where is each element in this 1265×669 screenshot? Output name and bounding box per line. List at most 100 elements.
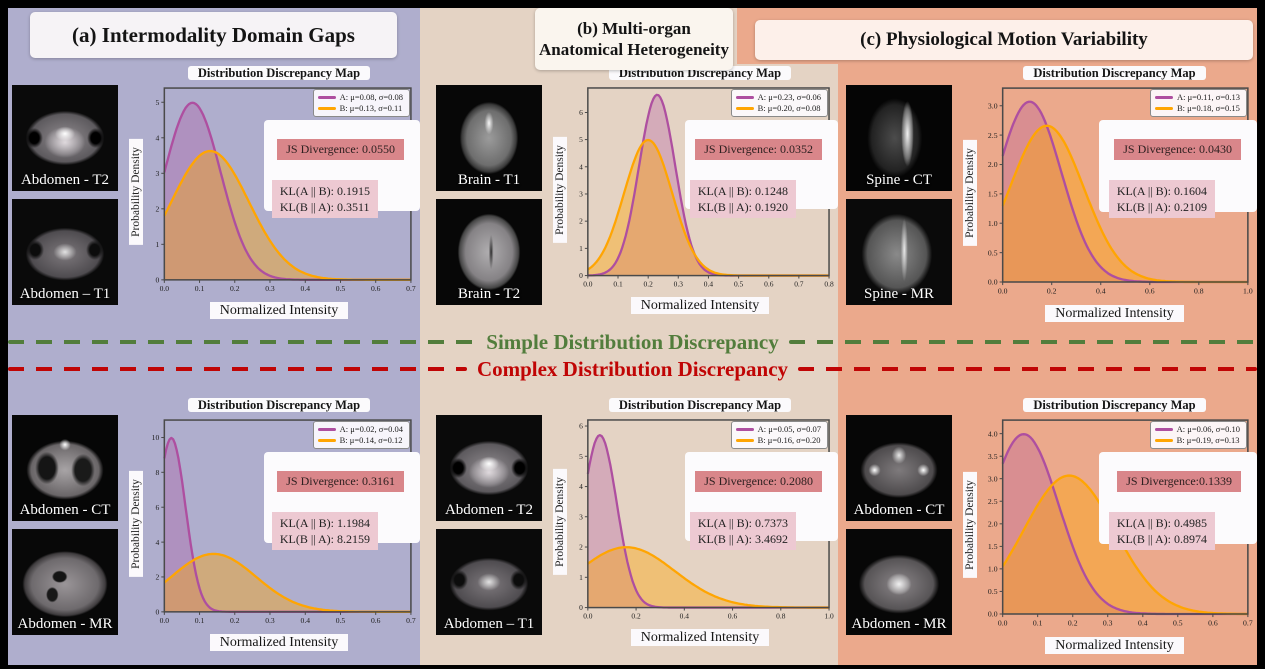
panel-c-top-images: Spine - CT Spine - MR — [846, 85, 952, 330]
plot-area: 0.0 0.1 0.2 0.3 0.4 0.5 0.6 0.7 0 1 2 3 4 5 Probabili… — [129, 84, 420, 300]
svg-text:0: 0 — [579, 271, 583, 280]
chart-title: Distribution Discrepancy Map — [142, 66, 416, 82]
simple-discrepancy-divider: Simple Distribution Discrepancy — [8, 329, 1257, 355]
series-a-swatch — [317, 428, 336, 431]
svg-text:0.2: 0.2 — [230, 616, 240, 625]
kl-ab-value: KL(A || B): 0.4985 — [1116, 516, 1207, 530]
image-label: Abdomen - T2 — [20, 172, 110, 188]
panel-a-bottom-images: Abdomen - CT Abdomen - MR — [12, 415, 118, 662]
svg-text:4: 4 — [579, 482, 583, 491]
chart-a-top: Distribution Discrepancy Map 0.0 0.1 0.2 0.… — [126, 66, 420, 330]
svg-text:0.7: 0.7 — [794, 279, 804, 288]
series-a-legend-label: A: μ=0.11, σ=0.13 — [1176, 92, 1240, 102]
medical-image-tile: Abdomen – T1 — [12, 199, 118, 305]
svg-text:4: 4 — [579, 162, 583, 171]
svg-text:2.5: 2.5 — [988, 131, 998, 140]
svg-text:2: 2 — [155, 204, 159, 213]
x-axis-label-row: Normalized Intensity — [566, 296, 834, 315]
svg-text:1: 1 — [155, 240, 159, 249]
image-label: Abdomen - CT — [853, 502, 945, 518]
kl-ab-value: KL(A || B): 0.1248 — [697, 184, 788, 198]
legend: A: μ=0.11, σ=0.13 B: μ=0.18, σ=0.15 — [1149, 89, 1247, 117]
panel-c-bottom-images: Abdomen - CT Abdomen - MR — [846, 415, 952, 662]
medical-image-tile: Brain - T1 — [436, 85, 542, 191]
series-a-swatch — [1154, 428, 1173, 431]
svg-text:0: 0 — [155, 607, 159, 616]
svg-text:0.1: 0.1 — [1033, 618, 1043, 627]
medical-image-tile: Abdomen - T2 — [12, 85, 118, 191]
svg-text:0.6: 0.6 — [764, 279, 774, 288]
svg-text:0.0: 0.0 — [998, 618, 1008, 627]
svg-text:5: 5 — [155, 98, 159, 107]
series-b-swatch — [1154, 439, 1173, 442]
svg-text:5: 5 — [579, 452, 583, 461]
red-dashed-line — [8, 367, 467, 371]
plot-area: 0.0 0.1 0.2 0.3 0.4 0.5 0.6 0.7 0.8 0 1 2 3 4 5 6 Proba… — [553, 84, 838, 295]
kl-divergence-badge: KL(A || B): 0.7373 KL(B || A): 3.4692 — [689, 512, 796, 550]
svg-text:0.1: 0.1 — [195, 284, 205, 293]
image-label: Brain - T1 — [457, 172, 521, 188]
svg-text:0.6: 0.6 — [1208, 618, 1218, 627]
svg-text:6: 6 — [579, 108, 583, 117]
svg-text:0.7: 0.7 — [406, 284, 416, 293]
svg-text:3.0: 3.0 — [988, 101, 998, 110]
medical-image-tile: Abdomen – T1 — [436, 529, 542, 635]
svg-text:3: 3 — [579, 190, 583, 199]
svg-text:0: 0 — [155, 275, 159, 284]
chart-b-bottom: Distribution Discrepancy Map 0.0 0.2 0.4 0.… — [550, 398, 838, 662]
svg-text:0.6: 0.6 — [371, 616, 381, 625]
series-b-swatch — [735, 439, 754, 442]
svg-text:1.0: 1.0 — [988, 565, 998, 574]
svg-text:0.5: 0.5 — [1173, 618, 1183, 627]
legend-entry-b: B: μ=0.18, σ=0.15 — [1154, 103, 1240, 114]
js-divergence-badge: JS Divergence: 0.0352 — [695, 139, 822, 160]
chart-title: Distribution Discrepancy Map — [566, 398, 834, 414]
svg-text:0.3: 0.3 — [265, 284, 275, 293]
legend-entry-a: A: μ=0.23, σ=0.06 — [735, 92, 821, 103]
svg-text:0.1: 0.1 — [195, 616, 205, 625]
js-divergence-badge: JS Divergence: 0.0550 — [277, 139, 404, 160]
simple-discrepancy-label: Simple Distribution Discrepancy — [486, 329, 779, 354]
svg-text:6: 6 — [579, 422, 583, 431]
svg-text:1: 1 — [579, 244, 583, 253]
svg-text:0.5: 0.5 — [336, 616, 346, 625]
x-axis-label: Normalized Intensity — [1045, 304, 1184, 322]
chart-title: Distribution Discrepancy Map — [976, 398, 1253, 414]
svg-text:0.6: 0.6 — [1145, 286, 1155, 295]
green-dashed-line — [788, 340, 1257, 344]
legend-entry-a: A: μ=0.11, σ=0.13 — [1154, 92, 1240, 103]
chart-b-top: Distribution Discrepancy Map 0.0 0.1 0.2 0.… — [550, 66, 838, 330]
spine-ct-scan-image — [846, 85, 952, 191]
legend: A: μ=0.23, σ=0.06 B: μ=0.20, σ=0.08 — [730, 89, 828, 117]
svg-text:3.5: 3.5 — [988, 452, 998, 461]
svg-text:0.5: 0.5 — [988, 587, 998, 596]
js-divergence-badge: JS Divergence: 0.0430 — [1114, 139, 1241, 160]
legend-entry-b: B: μ=0.16, σ=0.20 — [735, 435, 821, 446]
panel-b-title: (b) Multi-organ Anatomical Heterogeneity — [535, 8, 733, 70]
medical-image-tile: Abdomen - MR — [846, 529, 952, 635]
svg-text:0.8: 0.8 — [1194, 286, 1204, 295]
svg-text:1.0: 1.0 — [1243, 286, 1253, 295]
kl-ba-value: KL(B || A): 0.2109 — [1116, 200, 1207, 214]
svg-text:0.7: 0.7 — [406, 616, 416, 625]
complex-discrepancy-divider: Complex Distribution Discrepancy — [8, 356, 1257, 382]
green-dashed-line — [8, 340, 477, 344]
abdomen-t2-scan-image — [12, 85, 118, 191]
svg-text:0.3: 0.3 — [265, 616, 275, 625]
abdomen-t1-scan-image — [12, 199, 118, 305]
plot-area: 0.0 0.2 0.4 0.6 0.8 1.0 0.0 0.5 1.0 1.5 2.0 2.5 3.0 … — [963, 84, 1257, 303]
panel-b-simple-row: Brain - T1 Brain - T2 Distribution Discr… — [420, 66, 838, 330]
abdomen-ct-scan-image — [12, 415, 118, 521]
series-a-legend-label: A: μ=0.02, σ=0.04 — [339, 424, 403, 434]
medical-image-tile: Abdomen - MR — [12, 529, 118, 635]
svg-text:0.2: 0.2 — [1068, 618, 1078, 627]
svg-text:0: 0 — [579, 603, 583, 612]
image-label: Abdomen - MR — [851, 616, 947, 632]
medical-image-tile: Abdomen - T2 — [436, 415, 542, 521]
x-axis-label-row: Normalized Intensity — [142, 633, 416, 652]
svg-text:0.1: 0.1 — [613, 279, 623, 288]
svg-text:0.0: 0.0 — [160, 284, 170, 293]
svg-text:0.4: 0.4 — [680, 611, 690, 620]
panel-c-simple-row: Spine - CT Spine - MR Distribution Discr… — [838, 66, 1257, 330]
kl-ba-value: KL(B || A): 0.8974 — [1116, 532, 1207, 546]
